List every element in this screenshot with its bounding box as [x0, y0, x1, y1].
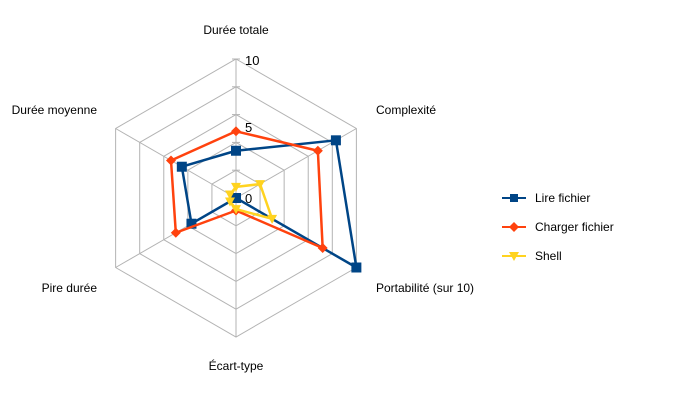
legend-item-charger-fichier: Charger fichier — [502, 220, 614, 234]
legend-marker-charger-fichier — [509, 222, 519, 232]
data-point-charger-fichier-4 — [170, 227, 181, 238]
data-point-lire-fichier-2 — [351, 262, 362, 273]
tick-label-0: 0 — [245, 191, 252, 206]
data-point-charger-fichier-0 — [231, 126, 241, 137]
legend-item-shell: Shell — [502, 249, 562, 263]
data-point-lire-fichier-5 — [176, 161, 187, 172]
legend-item-lire-fichier: Lire fichier — [502, 191, 590, 205]
legend-label-charger-fichier: Charger fichier — [535, 220, 614, 234]
data-point-lire-fichier-3 — [231, 193, 241, 203]
data-point-shell-3 — [231, 205, 241, 215]
legend-marker-shell — [509, 252, 519, 261]
data-point-charger-fichier-2 — [317, 243, 328, 254]
data-point-lire-fichier-1 — [330, 135, 341, 146]
legend-label-lire-fichier: Lire fichier — [535, 191, 590, 205]
data-point-shell-2 — [267, 214, 278, 224]
tick-label-5: 5 — [245, 120, 252, 135]
data-point-lire-fichier-4 — [186, 218, 197, 229]
legend: Lire fichier Charger fichier Shell — [502, 191, 614, 263]
data-point-shell-0 — [231, 182, 241, 192]
data-point-charger-fichier-1 — [312, 145, 323, 156]
data-point-shell-1 — [255, 180, 266, 190]
axis-spoke-5 — [115, 128, 237, 199]
legend-label-shell: Shell — [535, 249, 562, 263]
data-point-shell-4 — [224, 197, 235, 207]
data-point-lire-fichier-0 — [231, 145, 241, 156]
axis-label-portabilite: Portabilité (sur 10) — [376, 281, 474, 295]
axis-label-complexite: Complexité — [376, 103, 436, 117]
data-point-shell-5 — [224, 190, 235, 200]
radar-series — [165, 126, 362, 273]
axis-label-duree-moyenne: Durée moyenne — [12, 103, 98, 117]
axis-label-ecart-type: Écart-type — [209, 358, 264, 373]
series-line-lire-fichier — [180, 139, 358, 269]
legend-marker-lire-fichier — [510, 194, 518, 202]
axis-label-duree-totale: Durée totale — [203, 23, 269, 37]
data-point-charger-fichier-5 — [165, 155, 176, 166]
tick-label-10: 10 — [245, 53, 259, 68]
axis-label-pire-duree: Pire durée — [42, 281, 98, 295]
